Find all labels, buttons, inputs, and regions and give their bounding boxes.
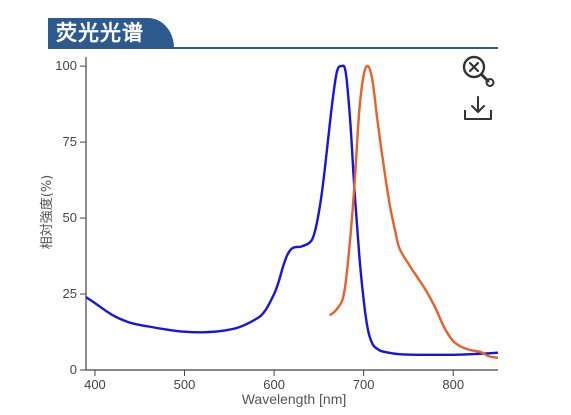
- series-line-1: [328, 64, 499, 359]
- x-tick-label: 700: [353, 377, 375, 392]
- y-axis-label: 相対強度(%): [39, 175, 55, 250]
- x-tick-label: 800: [442, 377, 464, 392]
- y-tick-label: 75: [63, 134, 77, 149]
- title-divider: [48, 47, 498, 49]
- x-tick-label: 400: [84, 377, 106, 392]
- y-tick-label: 0: [70, 362, 77, 377]
- y-tick-label: 50: [63, 210, 77, 225]
- x-tick-label: 500: [174, 377, 196, 392]
- title-tab: [48, 18, 174, 48]
- x-axis-label: Wavelength [nm]: [242, 391, 347, 407]
- page-title: 荧光光谱: [56, 21, 144, 45]
- y-tick-label: 25: [63, 286, 77, 301]
- y-tick-label: 100: [55, 58, 77, 73]
- download-icon[interactable]: [462, 94, 496, 124]
- chart-axes: 0 25 50 75 100 400 500 600 700 800: [55, 57, 498, 392]
- series-line-0: [85, 64, 499, 357]
- chart-series: [85, 64, 499, 359]
- zoom-reset-icon[interactable]: [460, 54, 498, 88]
- x-tick-label: 600: [263, 377, 285, 392]
